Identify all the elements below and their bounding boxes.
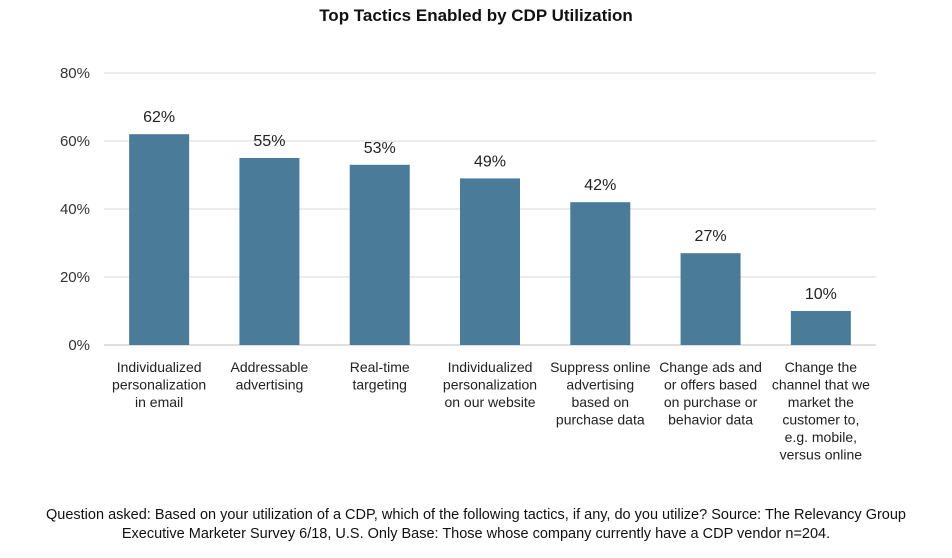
x-category-label: Real-time targeting: [350, 359, 410, 393]
x-category-line: in email: [135, 394, 183, 410]
data-label: 42%: [584, 177, 616, 194]
data-label: 10%: [805, 286, 837, 303]
x-category-line: channel that we: [772, 377, 870, 393]
x-category-line: purchase data: [556, 412, 645, 428]
y-tick-label: 0%: [68, 337, 90, 354]
bar: [349, 164, 410, 345]
x-category-line: e.g. mobile,: [785, 429, 857, 445]
x-category-line: versus online: [780, 447, 863, 463]
x-category-line: personalization: [112, 377, 206, 393]
y-tick-label: 80%: [60, 65, 90, 82]
x-category-label: Suppress online advertising based on purcha…: [550, 359, 651, 428]
x-axis-categories: Individualized personalization in emailAdd…: [112, 359, 870, 463]
x-category-line: targeting: [352, 377, 406, 393]
x-category-label: Change ads and or offers based on purchase…: [659, 359, 762, 428]
x-category-line: Change the: [785, 359, 858, 375]
data-label: 49%: [474, 153, 506, 170]
x-category-line: Real-time: [350, 359, 410, 375]
x-category-label: Individualized personalization in email: [112, 359, 206, 410]
x-category-line: based on: [571, 394, 629, 410]
x-category-line: or offers based: [664, 377, 757, 393]
x-category-line: advertising: [566, 377, 634, 393]
bar: [680, 253, 741, 345]
x-category-line: Suppress online: [550, 359, 651, 375]
x-category-line: customer to,: [782, 412, 859, 428]
y-tick-label: 20%: [60, 269, 90, 286]
bars: [129, 134, 851, 345]
x-category-line: Addressable: [231, 359, 309, 375]
y-tick-label: 60%: [60, 133, 90, 150]
footnote: Question asked: Based on your utilizatio…: [46, 507, 906, 542]
data-labels: 62% 55% 53% 49% 42% 27% 10%: [143, 109, 837, 303]
x-category-line: Individualized: [117, 359, 202, 375]
data-label: 55%: [253, 133, 285, 150]
chart-title: Top Tactics Enabled by CDP Utilization: [319, 6, 633, 25]
data-label: 62%: [143, 109, 175, 126]
x-category-line: advertising: [236, 377, 304, 393]
x-category-label: Individualized personalization on our webs…: [443, 359, 537, 410]
y-axis-ticks: 0% 20% 40% 60% 80%: [60, 65, 90, 354]
x-category-line: on our website: [444, 394, 535, 410]
x-category-line: market the: [788, 394, 854, 410]
bar: [129, 134, 190, 345]
data-label: 27%: [695, 228, 727, 245]
x-category-line: on purchase or: [664, 394, 758, 410]
x-category-line: behavior data: [668, 412, 753, 428]
bar: [570, 202, 631, 345]
x-category-label: Addressable advertising: [231, 359, 309, 393]
x-category-line: Change ads and: [659, 359, 762, 375]
x-category-line: personalization: [443, 377, 537, 393]
bar: [239, 158, 300, 345]
data-label: 53%: [364, 140, 396, 157]
y-tick-label: 40%: [60, 201, 90, 218]
x-category-line: Individualized: [448, 359, 533, 375]
x-category-label: Change the channel that we market the custo…: [772, 359, 870, 463]
bar: [790, 311, 851, 345]
bar: [460, 178, 520, 345]
